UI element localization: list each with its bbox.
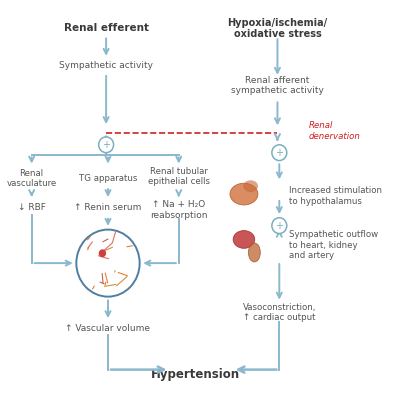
Text: Hypoxia/ischemia/
oxidative stress: Hypoxia/ischemia/ oxidative stress xyxy=(227,18,328,39)
Text: Renal tubular
epithelial cells: Renal tubular epithelial cells xyxy=(148,167,210,186)
Circle shape xyxy=(99,137,114,153)
Text: Vasoconstriction,
↑ cardiac output: Vasoconstriction, ↑ cardiac output xyxy=(243,303,316,322)
Text: ↓ RBF: ↓ RBF xyxy=(18,203,46,212)
Text: Sympathetic activity: Sympathetic activity xyxy=(59,61,153,70)
Text: Renal efferent: Renal efferent xyxy=(64,24,149,34)
Text: ↑ Vascular volume: ↑ Vascular volume xyxy=(66,324,150,333)
Circle shape xyxy=(272,218,287,234)
Circle shape xyxy=(76,230,140,297)
Text: +: + xyxy=(275,221,283,231)
Circle shape xyxy=(272,145,287,160)
Text: Renal afferent
sympathetic activity: Renal afferent sympathetic activity xyxy=(231,76,324,95)
Text: Renal
vasculature: Renal vasculature xyxy=(6,169,57,188)
Ellipse shape xyxy=(248,243,260,262)
Text: ↑ Renin serum: ↑ Renin serum xyxy=(74,203,142,212)
Ellipse shape xyxy=(243,180,258,192)
Text: +: + xyxy=(102,140,110,150)
Ellipse shape xyxy=(230,183,258,205)
Circle shape xyxy=(99,249,106,257)
Text: TG apparatus: TG apparatus xyxy=(79,174,137,183)
Ellipse shape xyxy=(233,230,255,248)
Text: Renal
denervation: Renal denervation xyxy=(309,121,361,141)
Text: Increased stimulation
to hypothalamus: Increased stimulation to hypothalamus xyxy=(289,186,382,206)
Text: ↑ Na + H₂O
reabsorption: ↑ Na + H₂O reabsorption xyxy=(150,200,208,220)
Text: Sympathetic outflow
to heart, kidney
and artery: Sympathetic outflow to heart, kidney and… xyxy=(289,230,378,260)
Text: +: + xyxy=(275,148,283,158)
Text: Hypertension: Hypertension xyxy=(151,368,240,381)
